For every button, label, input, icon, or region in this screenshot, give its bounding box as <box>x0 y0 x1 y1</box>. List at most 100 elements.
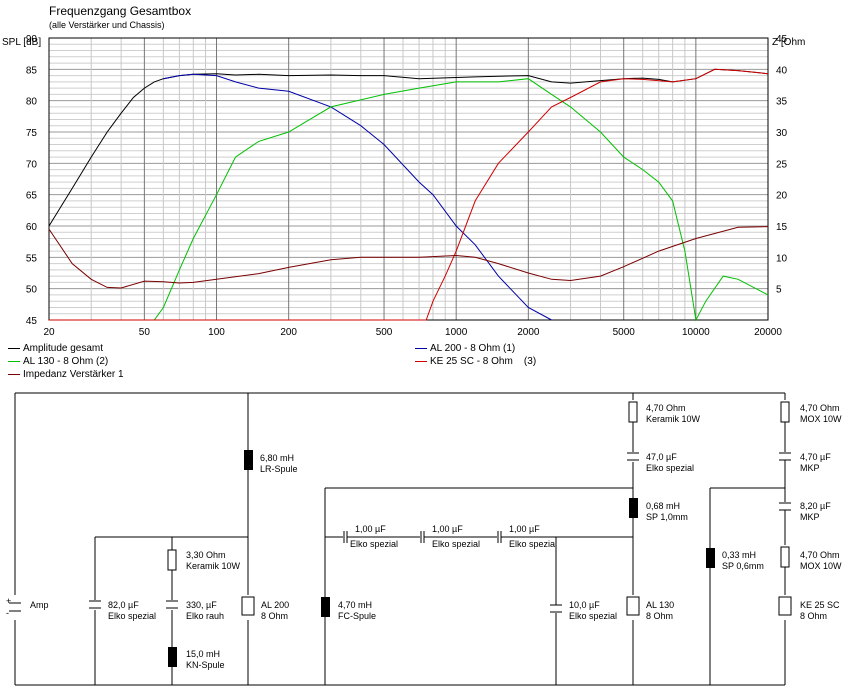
woof-c2-type: Elko rauh <box>186 611 225 621</box>
ser-c1-type: Elko spezial <box>350 539 399 549</box>
woofer-name: AL 200 <box>261 600 290 610</box>
x-tick-label: 5000 <box>613 327 636 338</box>
amp-plus: + <box>6 596 12 606</box>
mid-ohm: 8 Ohm <box>646 611 674 621</box>
woof-l-label: 6,80 mH <box>260 453 295 463</box>
mid-c-label: 47,0 µF <box>646 452 677 462</box>
legend-swatch <box>8 373 20 375</box>
fc-l-label: 4,70 mH <box>338 600 373 610</box>
tw-l-label: 0,33 mH <box>722 550 757 560</box>
mid-csh-label: 10,0 µF <box>569 600 600 610</box>
series-line-0 <box>48 68 769 227</box>
y2-tick-label: 5 <box>776 285 782 296</box>
woof-c-label: 82,0 µF <box>108 600 139 610</box>
legend-entry-impedance: Impedanz Verstärker 1 <box>8 369 124 381</box>
y-tick-label: 90 <box>26 34 38 45</box>
x-tick-label: 10000 <box>682 327 710 338</box>
legend-entry-al130: AL 130 - 8 Ohm (2) <box>8 356 108 368</box>
y-tick-label: 55 <box>26 253 38 264</box>
y2-axis-label: Z [Ohm <box>772 37 806 48</box>
y-axis-label: SPL [dB] <box>2 37 42 48</box>
x-tick-label: 200 <box>280 327 297 338</box>
y-tick-label: 60 <box>26 222 38 233</box>
tw-l-type: SP 0,6mm <box>722 561 764 571</box>
mid-name: AL 130 <box>646 600 675 610</box>
y-tick-label: 45 <box>26 316 38 327</box>
x-tick-label: 20000 <box>754 327 782 338</box>
chart-series <box>48 68 769 322</box>
ser-c1-label: 1,00 µF <box>355 524 386 534</box>
tw-r1-label: 4,70 Ohm <box>800 403 840 413</box>
y2-tick-label: 15 <box>776 222 788 233</box>
woofer-ohm: 8 Ohm <box>261 611 289 621</box>
series-line-4 <box>48 226 769 289</box>
schematic-components <box>9 401 792 616</box>
legend-entry-al200: AL 200 - 8 Ohm (1) <box>415 343 515 355</box>
woof-r-type: Keramik 10W <box>186 561 241 571</box>
ser-c2-type: Elko spezial <box>432 539 481 549</box>
y2-tick-label: 40 <box>776 65 788 76</box>
legend-swatch <box>8 347 20 349</box>
tweeter-name: KE 25 SC <box>800 600 840 610</box>
series-line-2 <box>49 78 769 322</box>
legend-swatch <box>415 347 427 349</box>
y-tick-label: 65 <box>26 191 38 202</box>
y-tick-label: 75 <box>26 128 38 139</box>
y2-tick-label: 20 <box>776 191 788 202</box>
tw-r2-label: 4,70 Ohm <box>800 550 840 560</box>
x-tick-label: 1000 <box>445 327 468 338</box>
y2-tick-label: 25 <box>776 159 788 170</box>
ser-c2-label: 1,00 µF <box>432 524 463 534</box>
chart-title: Frequenzgang Gesamtbox <box>49 4 192 18</box>
y2-tick-label: 45 <box>776 34 788 45</box>
y-tick-label: 80 <box>26 97 38 108</box>
chart-grid <box>48 37 769 321</box>
x-tick-label: 500 <box>376 327 393 338</box>
woof-c2-label: 330, µF <box>186 600 217 610</box>
chart-ticks: 20 50 100 200 500 1000 2000 5000 10000 20000 45 50 5… <box>26 34 788 338</box>
ser-c3-type: Elko spezial <box>509 539 558 549</box>
plot-frame <box>48 37 769 321</box>
y-tick-label: 50 <box>26 285 38 296</box>
mid-r-label: 4,70 Ohm <box>646 403 686 413</box>
y-tick-label: 70 <box>26 159 38 170</box>
tweeter-ohm: 8 Ohm <box>800 611 828 621</box>
woof-l2-type: KN-Spule <box>186 660 225 670</box>
legend-swatch <box>415 360 427 362</box>
amp-label: Amp <box>30 600 49 610</box>
schematic-inductors <box>168 450 715 667</box>
mid-l-type: SP 1,0mm <box>646 512 688 522</box>
woof-c-type: Elko spezial <box>108 611 157 621</box>
woof-r-label: 3,30 Ohm <box>186 550 226 560</box>
x-tick-label: 50 <box>139 327 151 338</box>
mid-r-type: Keramik 10W <box>646 414 701 424</box>
y2-tick-label: 35 <box>776 97 788 108</box>
legend-entry-ke25: KE 25 SC - 8 Ohm (3) <box>415 356 536 368</box>
legend-swatch <box>8 360 20 362</box>
fc-l-type: FC-Spule <box>338 611 377 621</box>
y-tick-label: 85 <box>26 65 38 76</box>
woof-l-type: LR-Spule <box>260 464 298 474</box>
mid-c-type: Elko spezial <box>646 463 695 473</box>
tw-c2-label: 8,20 µF <box>800 501 831 511</box>
x-tick-label: 20 <box>43 327 55 338</box>
ser-c3-label: 1,00 µF <box>509 524 540 534</box>
frequency-response-chart: 20 50 100 200 500 1000 2000 5000 10000 20000 45 50 5… <box>26 34 788 338</box>
x-tick-label: 100 <box>208 327 225 338</box>
crossover-schematic <box>9 392 792 686</box>
tw-r2-type: MOX 10W <box>800 561 842 571</box>
tw-c1-type: MKP <box>800 463 820 473</box>
tw-r1-type: MOX 10W <box>800 414 842 424</box>
series-line-1 <box>163 73 552 321</box>
mid-csh-type: Elko spezial <box>569 611 618 621</box>
chart-subtitle: (alle Verstärker und Chassis) <box>49 20 165 30</box>
legend-entry-amplitude: Amplitude gesamt <box>8 343 103 355</box>
series-line-3 <box>49 68 769 321</box>
schematic-wires <box>14 392 786 686</box>
x-tick-label: 2000 <box>517 327 540 338</box>
mid-l-label: 0,68 mH <box>646 501 681 511</box>
amp-minus: - <box>6 608 9 618</box>
y2-tick-label: 10 <box>776 253 788 264</box>
tw-c1-label: 4,70 µF <box>800 452 831 462</box>
